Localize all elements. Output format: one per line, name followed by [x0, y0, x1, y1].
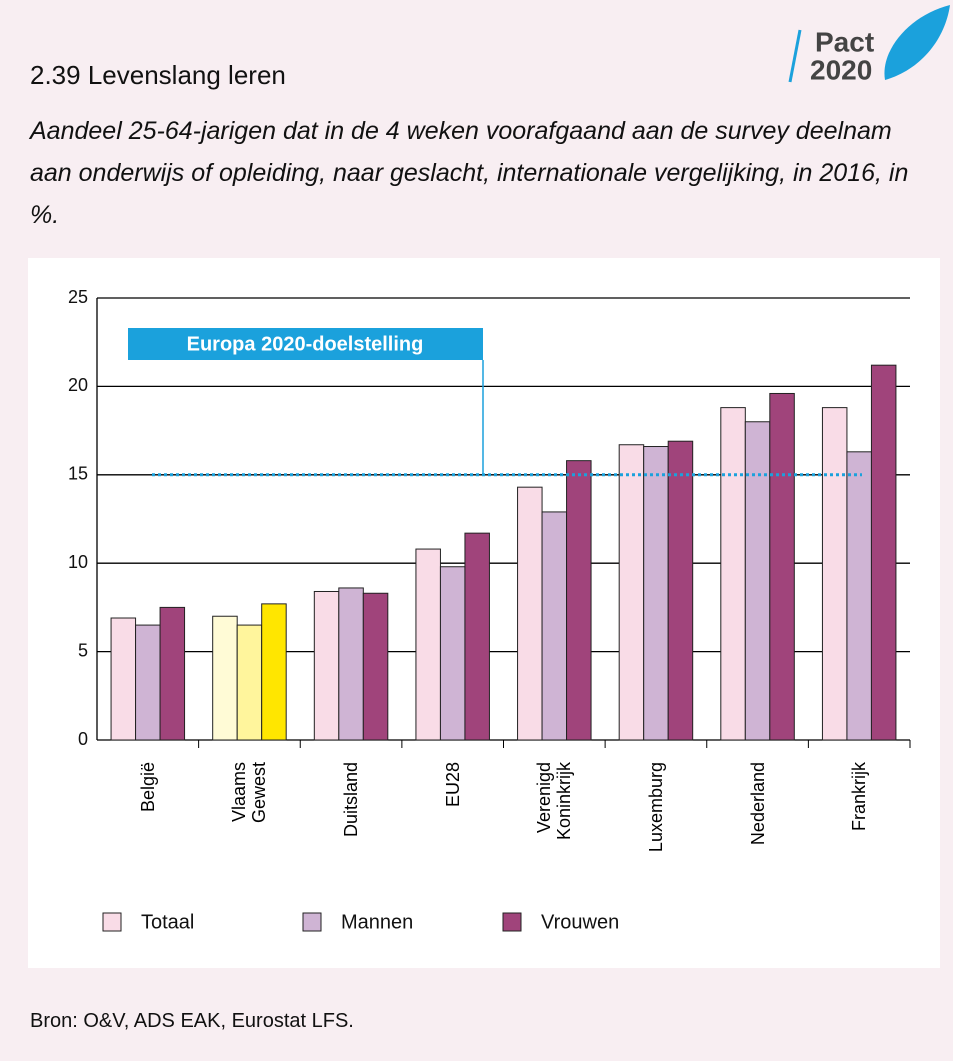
bar [744, 421, 771, 741]
target-label: Europa 2020-doelstelling [187, 333, 424, 355]
bar [821, 407, 848, 741]
y-tick-label: 25 [68, 287, 88, 307]
legend-label: Vrouwen [541, 911, 619, 933]
bar [618, 444, 645, 741]
bar [643, 446, 669, 741]
x-tick-label: Frankrijk [849, 762, 870, 832]
bar [415, 548, 441, 741]
target-box [128, 328, 483, 360]
bar [667, 440, 694, 741]
subtitle: Aandeel 25-64-jarigen dat in de 4 weken … [30, 117, 909, 229]
legend-swatch [502, 912, 522, 932]
bar [236, 624, 263, 741]
bar [159, 606, 186, 741]
bar [362, 592, 389, 741]
bar [846, 451, 872, 741]
y-tick-label: 20 [68, 375, 88, 395]
y-tick-label: 0 [78, 729, 88, 749]
bar [110, 617, 137, 741]
x-tick-label: Verenigd Koninkrijk [534, 762, 575, 841]
bar [566, 460, 592, 741]
legend-label: Mannen [341, 911, 413, 933]
x-tick-label: Luxemburg [645, 762, 666, 853]
x-tick-label: België [137, 762, 158, 813]
bar [135, 624, 161, 741]
logo-feather [884, 5, 950, 80]
bar [517, 486, 543, 741]
bar [212, 615, 238, 741]
source: Bron: O&V, ADS EAK, Eurostat LFS. [30, 1010, 354, 1032]
legend-label: Totaal [141, 911, 194, 933]
y-tick-label: 10 [68, 552, 88, 572]
bar [313, 590, 340, 741]
x-tick-label: Duitsland [341, 762, 362, 838]
y-tick-label: 15 [68, 464, 88, 484]
logo-text: 2020 [810, 54, 872, 85]
bar [769, 392, 795, 741]
logo-text: Pact [815, 26, 874, 57]
logo-slash [788, 29, 802, 83]
bar [439, 566, 466, 741]
y-tick-label: 5 [78, 640, 88, 660]
bar [541, 511, 568, 741]
legend-swatch [302, 912, 322, 932]
x-tick-label: EU28 [442, 762, 463, 808]
x-tick-label: Nederland [747, 762, 768, 846]
bar [261, 603, 287, 741]
bar [338, 587, 364, 741]
bar [464, 532, 490, 741]
legend-swatch [102, 912, 122, 932]
bar [720, 407, 746, 741]
title: 2.39 Levenslang leren [30, 60, 286, 90]
x-tick-label: Vlaams Gewest [229, 761, 270, 824]
bar [870, 364, 897, 741]
